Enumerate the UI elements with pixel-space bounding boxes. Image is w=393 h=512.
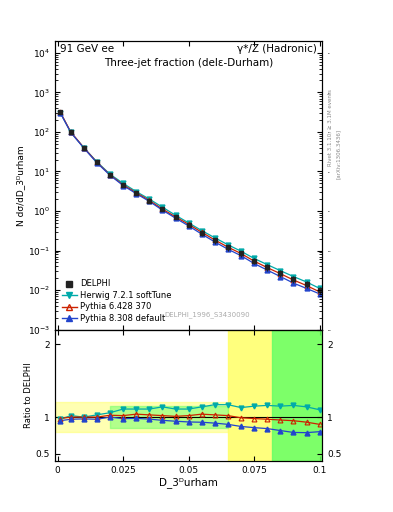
Text: γ*/Z (Hadronic): γ*/Z (Hadronic) xyxy=(237,44,317,54)
Y-axis label: N dσ/dD_3ᴰurham: N dσ/dD_3ᴰurham xyxy=(16,145,25,226)
Legend: DELPHI, Herwig 7.2.1 softTune, Pythia 6.428 370, Pythia 8.308 default: DELPHI, Herwig 7.2.1 softTune, Pythia 6.… xyxy=(59,277,174,326)
X-axis label: D_3ᴰurham: D_3ᴰurham xyxy=(159,477,218,488)
Y-axis label: Ratio to DELPHI: Ratio to DELPHI xyxy=(24,362,33,428)
Text: Rivet 3.1.10; ≥ 3.1M events: Rivet 3.1.10; ≥ 3.1M events xyxy=(328,90,333,166)
Text: Three-jet fraction (delε-Durham): Three-jet fraction (delε-Durham) xyxy=(104,58,273,68)
Text: [arXiv:1306.3436]: [arXiv:1306.3436] xyxy=(336,129,341,179)
Text: 91 GeV ee: 91 GeV ee xyxy=(61,44,114,54)
Text: DELPHI_1996_S3430090: DELPHI_1996_S3430090 xyxy=(165,311,250,318)
